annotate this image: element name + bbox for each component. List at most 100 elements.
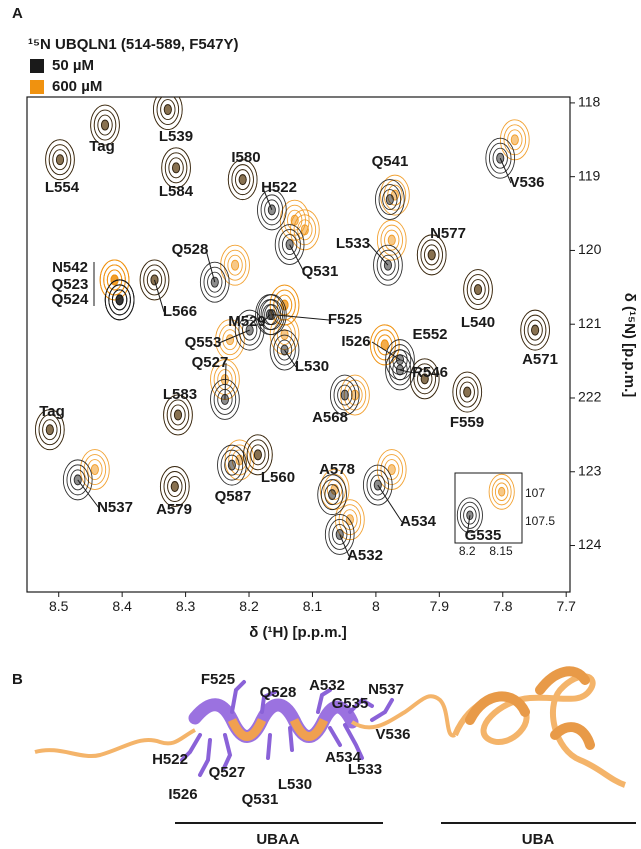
legend-swatch xyxy=(30,80,44,94)
peak-contour xyxy=(38,414,62,446)
peak-contour xyxy=(243,434,273,476)
peak-contour xyxy=(279,199,310,241)
peak-contour xyxy=(80,449,110,490)
peak-contour xyxy=(164,152,188,184)
peak-label: L584 xyxy=(159,183,194,200)
peak-contour xyxy=(93,109,117,141)
peak-contour xyxy=(210,379,240,420)
residue-label: N537 xyxy=(368,681,404,698)
peak-contour xyxy=(242,319,258,341)
peak-contour xyxy=(413,363,436,395)
leader-line xyxy=(77,479,100,509)
residue-label: V536 xyxy=(375,726,410,743)
peak-contour xyxy=(163,394,193,436)
x-tick-label: 7.7 xyxy=(556,598,576,614)
peak-contour xyxy=(380,174,410,216)
peak-contour xyxy=(224,454,240,476)
peak-label: Q528 xyxy=(172,241,209,258)
peak-contour xyxy=(156,97,180,125)
x-tick-label: 8 xyxy=(372,598,380,614)
peak-contour xyxy=(83,454,107,485)
peak-contour xyxy=(459,501,480,529)
peak-label: L554 xyxy=(45,179,80,196)
leader-line xyxy=(371,341,401,361)
peak-contour xyxy=(173,409,183,421)
peak-contour xyxy=(498,486,506,497)
y-tick-label: 121 xyxy=(578,315,602,331)
peak-contour xyxy=(207,271,223,293)
y-tick-label: 119 xyxy=(578,167,601,183)
leader-line xyxy=(205,249,216,283)
peak-label: A578 xyxy=(319,461,355,478)
x-tick-label: 8.5 xyxy=(49,598,69,614)
peak-contour xyxy=(111,289,128,311)
peak-label: Q523 xyxy=(52,276,89,293)
leader-line xyxy=(218,329,250,344)
peak-contour xyxy=(257,294,287,336)
residue-label: Q527 xyxy=(209,764,246,781)
peak-label: A534 xyxy=(400,513,437,530)
peak-contour xyxy=(473,284,483,295)
peak-label: A571 xyxy=(522,351,558,368)
peak-label: N542 xyxy=(52,259,88,276)
peak-contour xyxy=(459,381,475,403)
peak-contour xyxy=(374,179,405,220)
side-chain xyxy=(260,690,277,714)
peak-contour xyxy=(170,404,186,426)
peak-label: L540 xyxy=(461,314,495,331)
helix xyxy=(188,698,359,743)
peak-contour xyxy=(203,266,227,298)
peak-contour xyxy=(380,254,396,276)
peak-contour xyxy=(373,244,403,286)
peak-contour xyxy=(488,473,515,510)
peak-contour xyxy=(260,194,284,226)
peak-contour xyxy=(455,376,479,408)
peak-contour xyxy=(420,239,443,271)
peak-label: V536 xyxy=(509,174,544,191)
leader-line xyxy=(466,515,471,537)
peak-label: A568 xyxy=(312,409,348,426)
peak-label: I526 xyxy=(341,333,370,350)
peak-label: Q553 xyxy=(185,334,222,351)
peak-contour xyxy=(340,374,370,416)
peak-contour xyxy=(293,214,317,246)
peak-contour xyxy=(388,354,412,386)
y-tick-label: 120 xyxy=(578,241,602,257)
peak-contour xyxy=(463,506,477,525)
peak-contour xyxy=(238,174,247,186)
peak-contour xyxy=(170,481,179,492)
peak-label: Q531 xyxy=(302,263,339,280)
peaks xyxy=(34,97,550,555)
peak-contour xyxy=(264,199,280,221)
peak-contour xyxy=(387,234,396,246)
leader-line xyxy=(262,314,271,323)
peak-contour xyxy=(52,149,68,171)
peak-label: Q524 xyxy=(52,291,89,308)
peak-label: H522 xyxy=(261,179,297,196)
peak-label: L533 xyxy=(336,235,370,252)
residue-label: L533 xyxy=(348,761,382,778)
peak-contour xyxy=(427,249,436,261)
side-chain xyxy=(370,698,394,722)
peak-contour xyxy=(370,474,386,496)
peak-contour xyxy=(324,484,340,506)
peak-contour xyxy=(510,134,519,146)
peak-contour xyxy=(227,459,236,471)
peak-contour xyxy=(139,259,170,301)
peak-contour xyxy=(217,444,247,486)
side-chain xyxy=(348,697,374,714)
peak-contour xyxy=(274,224,305,265)
leader-line xyxy=(224,362,227,400)
peak-label: L539 xyxy=(159,128,193,145)
residue-label: A534 xyxy=(325,749,362,766)
x-tick-label: 7.8 xyxy=(493,598,513,614)
peak-contour xyxy=(167,476,183,497)
peak-contour xyxy=(280,329,289,340)
leader-line xyxy=(368,243,389,266)
peak-contour xyxy=(163,471,187,502)
y-tick-label: 107 xyxy=(525,486,545,500)
peak-contour xyxy=(97,114,113,136)
peak-contour xyxy=(45,424,54,436)
peak-contour xyxy=(527,319,543,341)
residue-label: H522 xyxy=(152,751,188,768)
